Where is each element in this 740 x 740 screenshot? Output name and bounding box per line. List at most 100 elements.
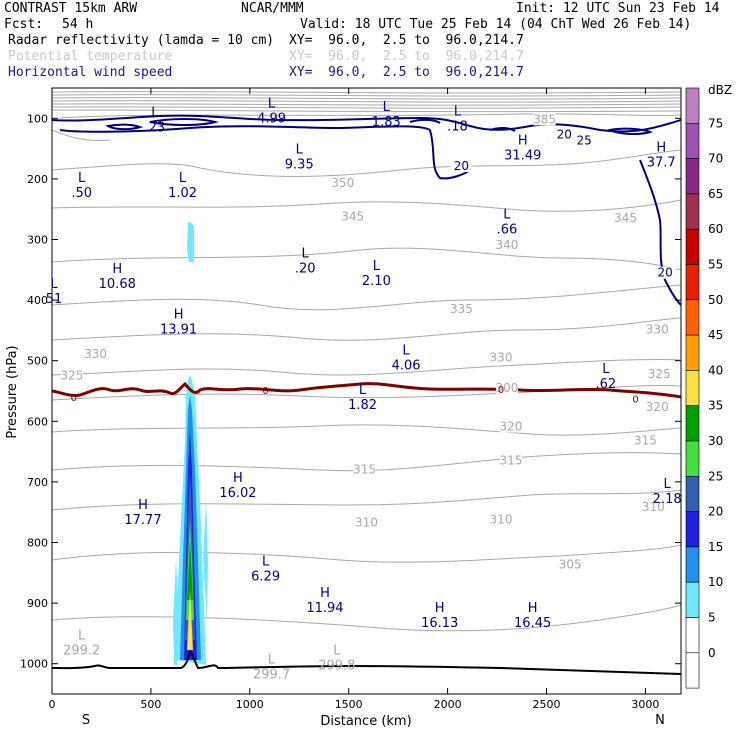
colorbar-swatch [685, 652, 700, 689]
theta-contour-label-bg [495, 381, 518, 394]
colorbar-unit: dBZ [708, 83, 732, 97]
extremum-symbol: L [302, 247, 310, 262]
theta-contour-label: 315 [353, 463, 376, 477]
theta-contour-label-bg [642, 501, 665, 514]
extremum-symbol: L [262, 555, 270, 570]
extremum-symbol: L [503, 207, 511, 222]
extremum-value: 13.91 [160, 322, 197, 337]
theta-contour-label: 345 [614, 211, 637, 225]
colorbar-label: 35 [708, 399, 723, 413]
extremum-value: 299.2 [63, 643, 100, 658]
y-tick-label: 200 [27, 173, 48, 186]
extremum-value: 2.18 [653, 492, 682, 507]
endpoint-right: N [655, 713, 665, 728]
colorbar-swatch [685, 334, 700, 371]
theta-contour-label-bg [646, 401, 669, 414]
colorbar-label: 5 [708, 611, 716, 625]
y-tick-label: 1000 [20, 658, 48, 671]
theta-contour-label-bg [331, 176, 354, 189]
extremum-symbol: H [656, 141, 666, 156]
theta-contour-label: 320 [646, 400, 669, 414]
colorbar-swatch [685, 440, 700, 477]
theta-contour-label: 310 [355, 515, 378, 529]
theta-contour-label-bg [533, 113, 556, 126]
theta-contour-label-bg [490, 351, 513, 364]
theta-contour-label-bg [355, 516, 378, 529]
extremum-value: .66 [497, 222, 518, 237]
x-tick-label: 3000 [631, 698, 659, 711]
theta-contour-label-bg [353, 463, 376, 476]
extremum-value: 4.06 [392, 359, 421, 374]
theta-stratosphere-contours [52, 91, 681, 141]
colorbar-swatch [685, 511, 700, 548]
extremum-value: 10.68 [99, 277, 136, 292]
colorbar-label: 45 [708, 328, 723, 342]
extremum-value: 1.82 [348, 398, 377, 413]
colorbar-label: 65 [708, 187, 723, 201]
y-axis-label: Pressure (hPa) [5, 345, 20, 438]
extremum-value: .18 [447, 119, 468, 134]
theta-contour-label: 305 [559, 558, 582, 572]
theta-contour-label: 315 [634, 434, 657, 448]
y-tick-label: 400 [27, 294, 48, 307]
extremum-value: 9.35 [285, 157, 314, 172]
theta-contour-label: 340 [495, 238, 518, 252]
extremum-symbol: L [602, 362, 610, 377]
wind-contour-label: 25 [576, 134, 591, 148]
extremum-value: .62 [595, 377, 616, 392]
colorbar-swatch [685, 581, 700, 618]
colorbar-swatch [685, 158, 700, 195]
model-title: CONTRAST 15km ARW [4, 1, 138, 16]
colorbar-label: 20 [708, 505, 723, 519]
theta-contour-label-bg [499, 420, 522, 433]
y-tick-label: 500 [27, 355, 48, 368]
colorbar-label: 25 [708, 469, 723, 483]
colorbar-label: 75 [708, 116, 723, 130]
extremum-symbol: L [179, 171, 187, 186]
colorbar-swatch [685, 475, 700, 512]
freezing-level-label: 0 [262, 386, 268, 397]
theta-contour-label-bg [495, 238, 518, 251]
extremum-value: 31.49 [504, 148, 541, 163]
theta-contour-label: 325 [648, 367, 671, 381]
theta-contours [52, 149, 681, 632]
extremum-value: .23 [145, 120, 166, 135]
extremum-symbol: H [435, 601, 445, 616]
wind-contour-label-bg [450, 159, 473, 172]
valid-time: Valid: 18 UTC Tue 25 Feb 14 (04 ChT Wed … [300, 17, 692, 32]
freezing-level-line [52, 381, 681, 399]
theta-contour-label-bg [60, 369, 83, 382]
theta-contour-label-bg [499, 454, 522, 467]
extremum-value: 1.83 [372, 115, 401, 130]
wind-contour-label-bg [553, 128, 576, 141]
colorbar-swatch [685, 87, 700, 124]
theta-contour-label-bg [84, 347, 107, 360]
extremum-symbol: H [528, 601, 538, 616]
extremum-symbol: H [233, 471, 243, 486]
extremum-symbol: L [151, 105, 159, 120]
extremum-symbol: H [112, 262, 122, 277]
colorbar-label: 0 [708, 646, 716, 660]
colorbar-swatch [685, 299, 700, 336]
forecast-label: Fcst: [4, 17, 44, 32]
extremum-value: 4.99 [257, 111, 286, 126]
theta-contour-label: 350 [331, 176, 354, 190]
extremum-symbol: L [402, 344, 410, 359]
extremum-symbol: L [454, 104, 462, 119]
organization: NCAR/MMM [241, 1, 304, 16]
x-tick-label: 2500 [532, 698, 560, 711]
colorbar-label: 60 [708, 222, 723, 236]
reflectivity-shading [173, 222, 208, 665]
x-tick-label: 1000 [236, 698, 264, 711]
extremum-symbol: L [268, 96, 276, 111]
colorbar-label: 40 [708, 363, 723, 377]
y-tick-label: 100 [27, 112, 48, 125]
wind-speed-contours [52, 114, 681, 306]
endpoint-left: S [82, 713, 90, 728]
x-tick-label: 0 [49, 698, 56, 711]
extremum-value: 11.94 [306, 601, 343, 616]
x-tick-label: 2000 [434, 698, 462, 711]
